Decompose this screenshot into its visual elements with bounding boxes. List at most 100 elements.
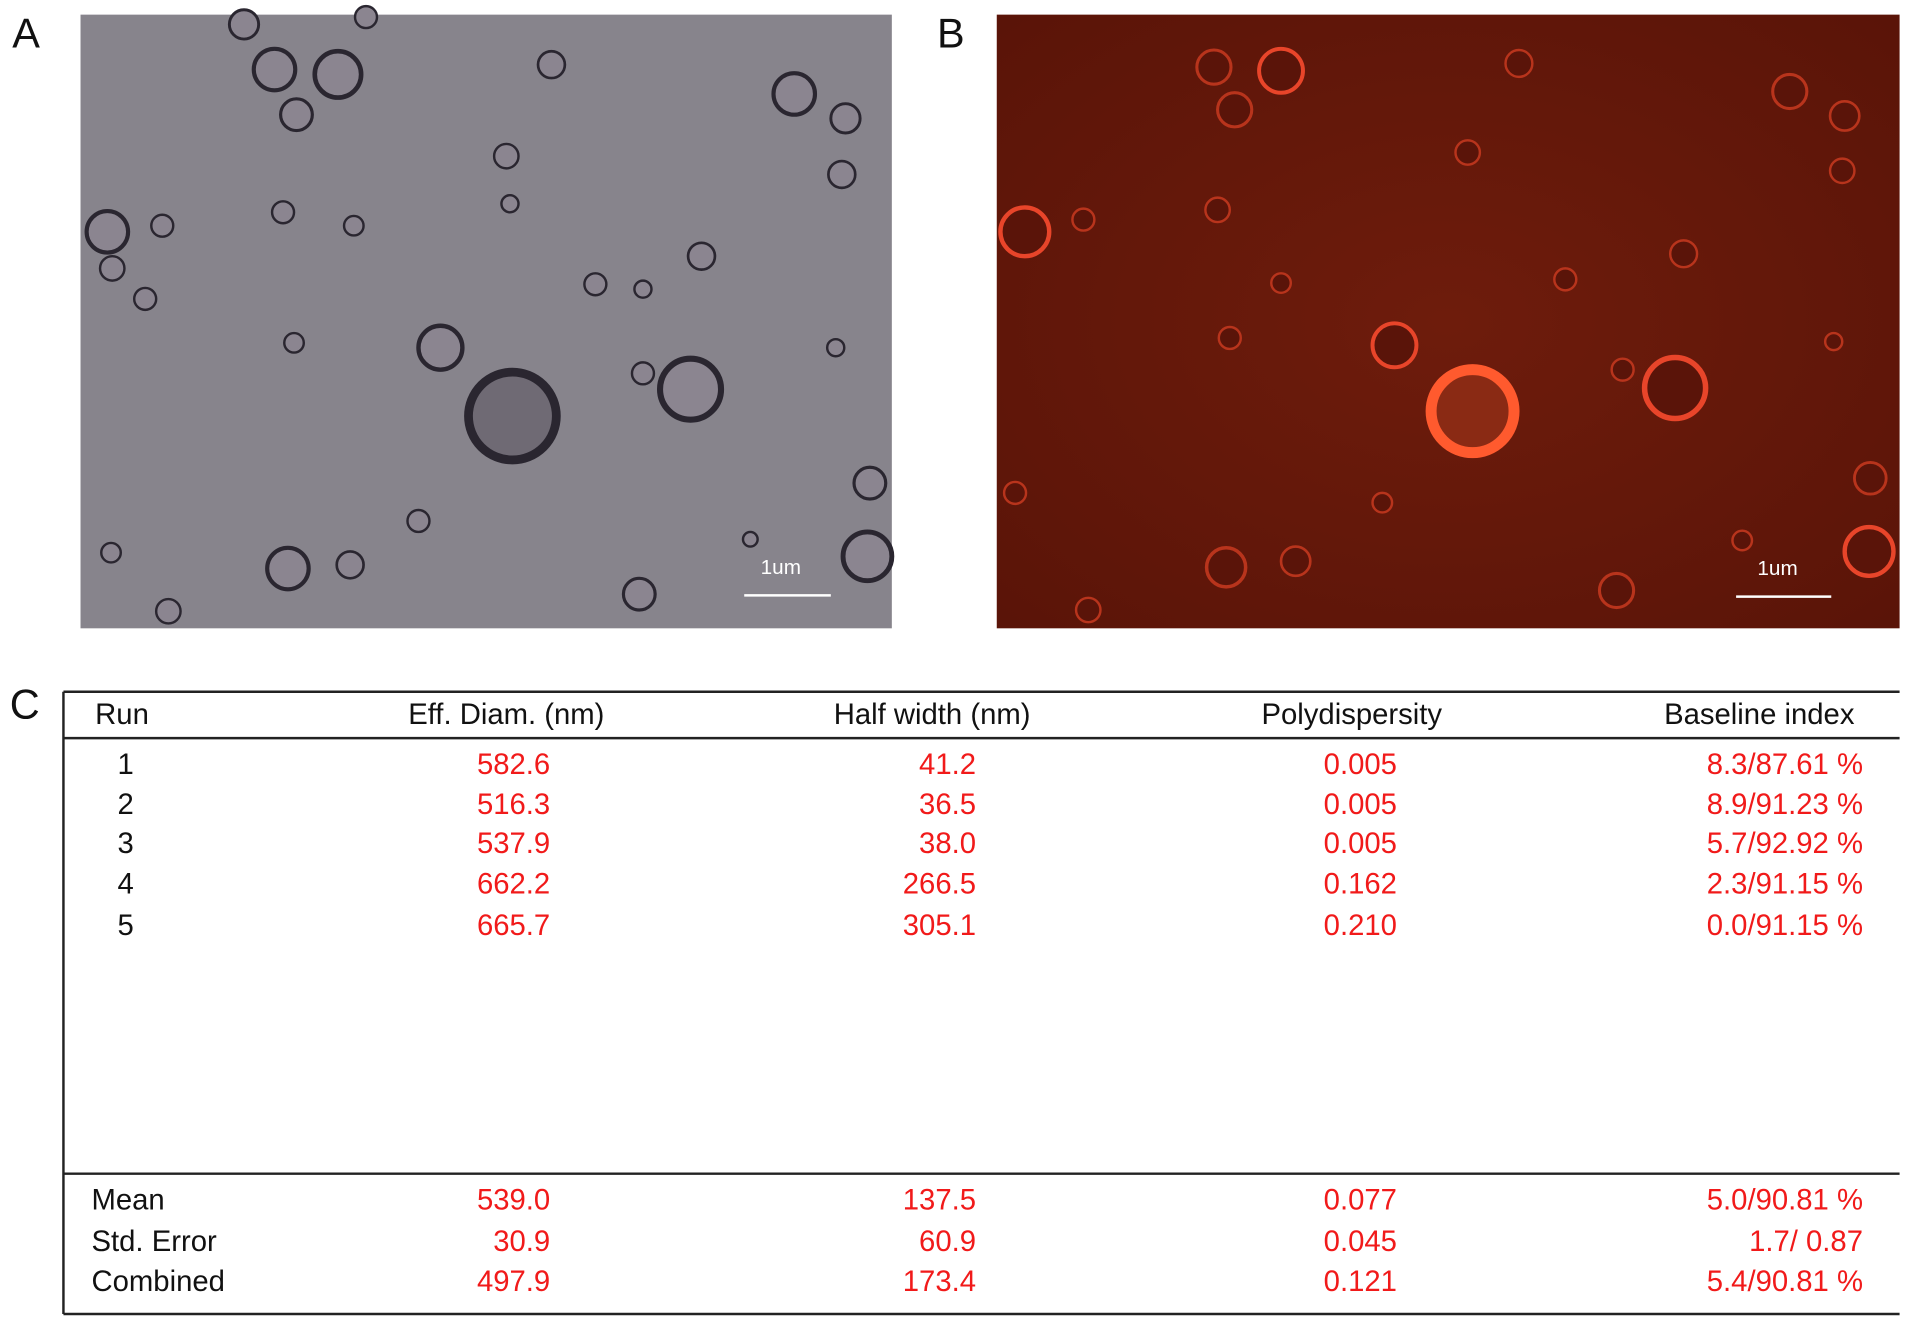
particle bbox=[656, 355, 725, 423]
particle bbox=[1074, 596, 1102, 624]
cell: 516.3 bbox=[477, 788, 550, 821]
particle bbox=[771, 71, 818, 117]
particle bbox=[1771, 72, 1809, 111]
particle bbox=[1071, 207, 1096, 232]
particle bbox=[1454, 139, 1482, 166]
cell: 5.0/90.81 % bbox=[1707, 1183, 1863, 1216]
particle bbox=[500, 193, 520, 214]
particle bbox=[840, 529, 895, 584]
cell: 8.3/87.61 % bbox=[1707, 748, 1863, 781]
cell: 36.5 bbox=[919, 788, 976, 821]
particle bbox=[353, 4, 379, 30]
particle bbox=[270, 200, 296, 225]
particle bbox=[1217, 325, 1242, 351]
cell: 0.0/91.15 % bbox=[1707, 909, 1863, 942]
cell: 2.3/91.15 % bbox=[1707, 867, 1863, 900]
particle bbox=[1371, 491, 1394, 514]
particle bbox=[621, 576, 657, 612]
particle bbox=[1610, 357, 1635, 382]
panel-label: A bbox=[12, 10, 40, 57]
particle bbox=[1641, 354, 1709, 422]
particle bbox=[312, 48, 364, 100]
particle bbox=[1370, 321, 1419, 370]
run-number: 4 bbox=[118, 867, 134, 900]
cell: 0.045 bbox=[1324, 1225, 1397, 1258]
particle bbox=[1002, 480, 1028, 506]
row-label: Combined bbox=[92, 1265, 225, 1298]
cell: 41.2 bbox=[919, 748, 976, 781]
cell: 0.121 bbox=[1324, 1265, 1397, 1298]
cell: 0.005 bbox=[1324, 788, 1397, 821]
cell: 0.005 bbox=[1324, 827, 1397, 860]
cell: 0.210 bbox=[1324, 909, 1397, 942]
micrograph-b bbox=[996, 14, 1900, 629]
row-label: Mean bbox=[92, 1183, 165, 1216]
particle bbox=[829, 102, 862, 135]
particle bbox=[630, 361, 656, 386]
particles-b bbox=[998, 46, 1896, 624]
cell: 5.4/90.81 % bbox=[1707, 1265, 1863, 1298]
cell: 662.2 bbox=[477, 867, 550, 900]
run-number: 3 bbox=[118, 827, 134, 860]
particle bbox=[1828, 99, 1861, 132]
cell: 38.0 bbox=[919, 827, 976, 860]
cell: 137.5 bbox=[903, 1183, 976, 1216]
particle bbox=[1853, 460, 1888, 496]
table-rules bbox=[62, 690, 1900, 1316]
particle bbox=[1270, 272, 1293, 295]
particle bbox=[1425, 364, 1520, 459]
cell: 1.7/ 0.87 bbox=[1749, 1225, 1863, 1258]
run-number: 2 bbox=[118, 788, 134, 821]
cell: 497.9 bbox=[477, 1265, 550, 1298]
particle bbox=[1828, 157, 1856, 185]
cell: 173.4 bbox=[903, 1265, 976, 1298]
particle bbox=[825, 337, 846, 358]
particle bbox=[227, 8, 261, 41]
particle bbox=[1823, 331, 1844, 352]
column-header: Baseline index bbox=[1664, 698, 1855, 731]
particle bbox=[536, 49, 567, 80]
particle bbox=[154, 597, 182, 625]
particle bbox=[251, 46, 298, 93]
particle bbox=[633, 279, 653, 299]
particle bbox=[1279, 545, 1312, 578]
scale-bar-label: 1um bbox=[761, 556, 801, 579]
particle bbox=[1195, 48, 1233, 86]
cell: 60.9 bbox=[919, 1225, 976, 1258]
particle bbox=[1553, 267, 1578, 292]
column-header: Polydispersity bbox=[1262, 698, 1443, 731]
column-header: Half width (nm) bbox=[834, 698, 1031, 731]
cell: 266.5 bbox=[903, 867, 976, 900]
panel-label: C bbox=[10, 681, 40, 728]
scale-bar-label: 1um bbox=[1757, 557, 1797, 580]
particle bbox=[1216, 91, 1254, 129]
particle bbox=[1668, 239, 1699, 269]
particle bbox=[686, 241, 717, 271]
particle bbox=[1204, 546, 1248, 589]
particle bbox=[84, 208, 131, 255]
cell: 305.1 bbox=[903, 909, 976, 942]
particle bbox=[1597, 571, 1636, 610]
particle bbox=[279, 97, 314, 133]
particle bbox=[998, 205, 1052, 259]
particles-a bbox=[84, 4, 895, 625]
particle bbox=[98, 254, 126, 282]
particle bbox=[335, 550, 365, 580]
particle bbox=[1204, 196, 1232, 224]
column-header: Eff. Diam. (nm) bbox=[408, 698, 604, 731]
cell: 30.9 bbox=[493, 1225, 550, 1258]
particle bbox=[1504, 48, 1534, 79]
run-number: 5 bbox=[118, 909, 134, 942]
cell: 0.162 bbox=[1324, 867, 1397, 900]
particle bbox=[741, 530, 759, 548]
cell: 537.9 bbox=[477, 827, 550, 860]
cell: 0.005 bbox=[1324, 748, 1397, 781]
cell: 0.077 bbox=[1324, 1183, 1397, 1216]
table: Run Eff. Diam. (nm) Half width (nm) Polydis… bbox=[92, 698, 1863, 1298]
cell: 665.7 bbox=[477, 909, 550, 942]
cell: 5.7/92.92 % bbox=[1707, 827, 1863, 860]
particle bbox=[283, 331, 306, 354]
particle bbox=[852, 465, 888, 501]
